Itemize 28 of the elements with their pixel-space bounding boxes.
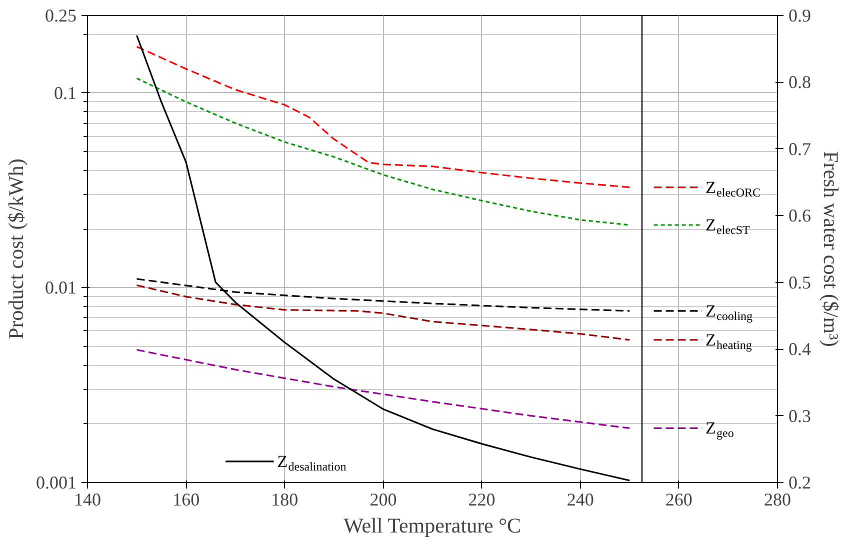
y2-tick-label: 0.6 — [788, 206, 811, 226]
y2-tick-label: 0.5 — [788, 272, 811, 292]
y2-tick-label: 0.8 — [788, 72, 811, 92]
y2-tick-label: 0.9 — [788, 6, 811, 26]
x-tick-label: 140 — [74, 490, 101, 510]
line-series — [136, 34, 630, 482]
line-series — [136, 77, 630, 226]
x-tick-label: 220 — [468, 490, 496, 510]
y2-tick-label: 0.4 — [788, 339, 811, 360]
y-tick-label: 0.1 — [54, 83, 76, 103]
y-tick-label: 0.001 — [36, 472, 76, 492]
y-tick-label: 0.01 — [45, 278, 76, 298]
y2-tick-label: 0.7 — [788, 138, 811, 159]
x-tick-label: 200 — [370, 490, 397, 510]
y2-tick-label: 0.3 — [788, 406, 811, 426]
x-tick-label: 180 — [271, 490, 298, 510]
x-tick-label: 260 — [665, 490, 692, 510]
y2-axis-title: Fresh water cost ($/m³) — [819, 151, 843, 347]
x-tick-label: 240 — [566, 490, 594, 510]
line-series — [136, 349, 630, 430]
x-tick-label: 160 — [172, 490, 200, 510]
x-axis-title: Well Temperature °C — [344, 514, 522, 538]
line-series — [136, 46, 630, 188]
x-tick-label: 280 — [764, 490, 791, 510]
line-series — [136, 284, 630, 341]
y2-tick-label: 0.2 — [788, 472, 811, 492]
y-axis-title: Product cost ($/kWh) — [4, 158, 28, 340]
y-tick-label: 0.25 — [45, 6, 76, 26]
